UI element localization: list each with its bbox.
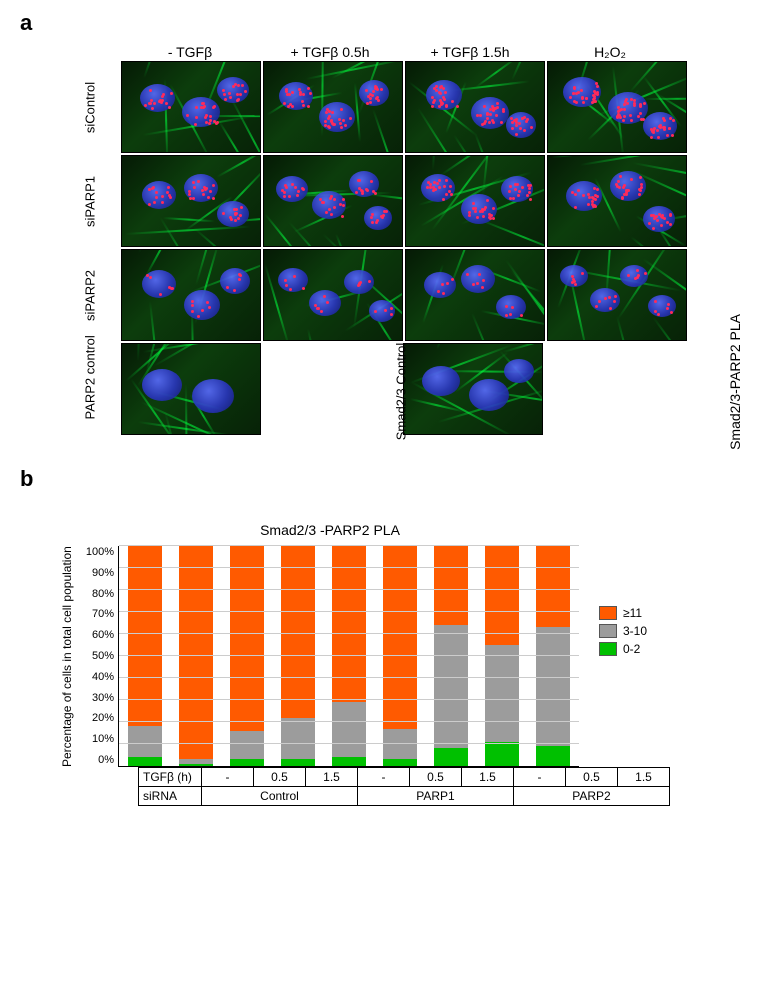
y-tick: 80%: [80, 588, 114, 600]
legend-label: ≥11: [623, 606, 642, 620]
stacked-bar: [332, 546, 366, 766]
y-tick: 40%: [80, 671, 114, 683]
micrograph: [121, 343, 261, 435]
col-header: - TGFβ: [120, 44, 260, 60]
micrograph: [263, 61, 403, 153]
smad-control-label: Smad2/3 Control: [393, 343, 408, 441]
x-group: PARP1: [358, 787, 514, 806]
x-cell: 0.5: [254, 768, 306, 787]
x-cell: 1.5: [618, 768, 670, 787]
y-axis-ticks: 100% 90% 80% 70% 60% 50% 40% 30% 20% 10% 0%: [80, 546, 118, 766]
y-tick: 30%: [80, 692, 114, 704]
chart-title: Smad2/3 -PARP2 PLA: [100, 522, 560, 538]
bar-slot: [272, 546, 323, 766]
x-cell: 1.5: [306, 768, 358, 787]
stacked-bar: [383, 546, 417, 766]
row-label: siPARP1: [83, 171, 98, 231]
micrograph: [405, 155, 545, 247]
bar-slot: [426, 546, 477, 766]
stacked-bar: [536, 546, 570, 766]
stacked-bar: [281, 546, 315, 766]
panel-b: Smad2/3 -PARP2 PLA Percentage of cells i…: [60, 522, 737, 806]
y-tick: 50%: [80, 650, 114, 662]
panel-b-letter: b: [20, 466, 737, 492]
legend-swatch: [599, 606, 617, 620]
x-cell: 1.5: [462, 768, 514, 787]
chart-area: Percentage of cells in total cell popula…: [60, 546, 737, 767]
bar-slot: [170, 546, 221, 766]
x-cell: 0.5: [410, 768, 462, 787]
legend-label: 0-2: [623, 642, 640, 656]
bar-slot: [528, 546, 579, 766]
col-header: + TGFβ 1.5h: [400, 44, 540, 60]
micrograph: [121, 249, 261, 341]
micrograph: [263, 344, 401, 434]
y-tick: 60%: [80, 629, 114, 641]
stacked-bar: [179, 546, 213, 766]
row-label: siControl: [83, 77, 98, 137]
panel-a-column-headers: - TGFβ + TGFβ 0.5h + TGFβ 1.5h H₂O₂: [120, 44, 737, 60]
y-tick: 100%: [80, 546, 114, 558]
x-row-sirna-label: siRNA: [139, 787, 202, 806]
x-cell: -: [358, 768, 410, 787]
y-tick: 90%: [80, 567, 114, 579]
col-header: H₂O₂: [540, 44, 680, 60]
legend-swatch: [599, 642, 617, 656]
y-tick: 20%: [80, 712, 114, 724]
micrograph: [547, 249, 687, 341]
legend-item: ≥11: [599, 606, 647, 620]
micrograph: [405, 61, 545, 153]
panel-a-letter: a: [20, 10, 737, 36]
stacked-bar: [128, 546, 162, 766]
legend-swatch: [599, 624, 617, 638]
x-group: PARP2: [514, 787, 670, 806]
x-cell: -: [202, 768, 254, 787]
x-cell: 0.5: [566, 768, 618, 787]
micrograph-row: siPARP1: [60, 154, 737, 248]
y-axis-label: Percentage of cells in total cell popula…: [60, 546, 74, 767]
y-tick: 10%: [80, 733, 114, 745]
bar-slot: [119, 546, 170, 766]
legend-item: 3-10: [599, 624, 647, 638]
bar-slot: [375, 546, 426, 766]
x-row-tgf-label: TGFβ (h): [139, 768, 202, 787]
micrograph: [121, 155, 261, 247]
panel-a: - TGFβ + TGFβ 0.5h + TGFβ 1.5h H₂O₂ siCo…: [60, 44, 737, 436]
micrograph: [547, 155, 687, 247]
bar-slot: [221, 546, 272, 766]
micrograph-row: siControl: [60, 60, 737, 154]
micrograph: [405, 249, 545, 341]
x-row-sirna: siRNA Control PARP1 PARP2: [139, 787, 670, 806]
x-group: Control: [202, 787, 358, 806]
row-label: siPARP2: [83, 265, 98, 325]
micrograph: [263, 249, 403, 341]
micrograph: [263, 155, 403, 247]
stacked-bar: [485, 546, 519, 766]
row-label: PARP2 control: [83, 359, 98, 419]
bar-slot: [477, 546, 528, 766]
figure-root: a - TGFβ + TGFβ 0.5h + TGFβ 1.5h H₂O₂ si…: [0, 0, 757, 826]
col-header: + TGFβ 0.5h: [260, 44, 400, 60]
micrograph: [547, 61, 687, 153]
legend-label: 3-10: [623, 624, 647, 638]
micrograph: [121, 61, 261, 153]
x-axis-table: TGFβ (h) - 0.5 1.5 - 0.5 1.5 - 0.5 1.5 s…: [138, 767, 670, 806]
x-row-tgf: TGFβ (h) - 0.5 1.5 - 0.5 1.5 - 0.5 1.5: [139, 768, 670, 787]
bar-slot: [323, 546, 374, 766]
x-cell: -: [514, 768, 566, 787]
stacked-bar: [230, 546, 264, 766]
legend-item: 0-2: [599, 642, 647, 656]
panel-a-right-axis-label: Smad2/3-PARP2 PLA: [727, 314, 743, 450]
chart-legend: ≥11 3-10 0-2: [599, 546, 647, 767]
micrograph: [403, 343, 543, 435]
chart-plot: [118, 546, 579, 767]
micrograph-row: siPARP2: [60, 248, 737, 342]
y-tick: 0%: [80, 754, 114, 766]
y-tick: 70%: [80, 608, 114, 620]
stacked-bar: [434, 546, 468, 766]
micrograph: [545, 344, 683, 434]
